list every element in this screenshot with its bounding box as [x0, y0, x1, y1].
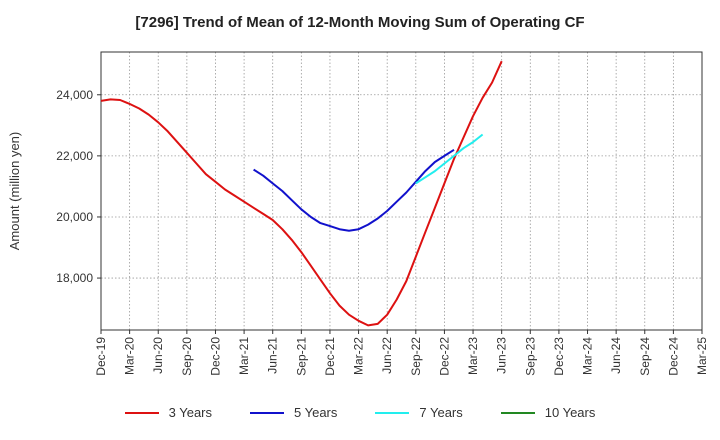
x-tick-label: Mar-23 [466, 337, 480, 375]
x-tick-label: Mar-24 [581, 337, 595, 375]
y-tick-label: 24,000 [56, 88, 93, 102]
series-lines [100, 60, 503, 327]
x-tick-label: Dec-23 [552, 337, 566, 376]
legend-item-5-years: 5 Years [250, 405, 337, 420]
plot-area [100, 51, 703, 331]
x-tick-label: Dec-24 [666, 337, 680, 376]
legend-swatch-5-years [250, 411, 284, 414]
y-tick-label: 20,000 [56, 210, 93, 224]
x-tick-label: Mar-22 [352, 337, 366, 375]
legend-label-5-years: 5 Years [294, 405, 338, 420]
x-tick-label: Sep-22 [409, 337, 423, 376]
legend: 3 Years 5 Years 7 Years 10 Years [0, 405, 720, 420]
x-tick-label: Dec-20 [208, 337, 222, 376]
x-tick-label: Sep-20 [180, 337, 194, 376]
grid-lines [101, 52, 702, 330]
x-tick-label: Jun-23 [495, 337, 509, 374]
x-tick-label: Dec-21 [323, 337, 337, 376]
x-tick-label: Dec-22 [437, 337, 451, 376]
x-tick-label: Sep-24 [638, 337, 652, 376]
legend-swatch-7-years [375, 411, 410, 414]
x-tick-label: Sep-21 [294, 337, 308, 376]
legend-label-3-years: 3 Years [168, 405, 212, 420]
x-tick-label: Jun-24 [609, 337, 623, 374]
series-line-7-years [415, 133, 484, 185]
legend-item-7-years: 7 Years [375, 405, 463, 420]
series-line-3-years [100, 60, 503, 327]
y-tick-label: 18,000 [56, 271, 93, 285]
x-tick-label: Jun-21 [266, 337, 280, 374]
x-tick-label: Jun-22 [380, 337, 394, 374]
legend-item-10-years: 10 Years [500, 405, 596, 420]
legend-label-10-years: 10 Years [544, 405, 596, 420]
x-tick-label: Sep-23 [523, 337, 537, 376]
y-axis-label: Amount (million yen) [7, 132, 22, 251]
y-tick-label: 22,000 [56, 149, 93, 163]
x-tick-label: Mar-25 [695, 337, 709, 375]
x-tick-label: Jun-20 [151, 337, 165, 374]
x-axis-ticks: Dec-19 Mar-20 Jun-20 Sep-20 Dec-20 Mar-21 Jun-… [94, 330, 709, 376]
legend-swatch-10-years [500, 411, 535, 414]
x-tick-label: Dec-19 [94, 337, 108, 376]
x-tick-label: Mar-21 [237, 337, 251, 375]
legend-item-3-years: 3 Years [124, 405, 212, 420]
x-tick-label: Mar-20 [123, 337, 137, 375]
legend-swatch-3-years [124, 411, 159, 414]
chart-title: [7296] Trend of Mean of 12-Month Moving … [135, 14, 585, 31]
y-axis-ticks: 18,000 20,000 22,000 24,000 [56, 88, 101, 285]
series-line-5-years [253, 148, 455, 232]
legend-label-7-years: 7 Years [419, 405, 463, 420]
